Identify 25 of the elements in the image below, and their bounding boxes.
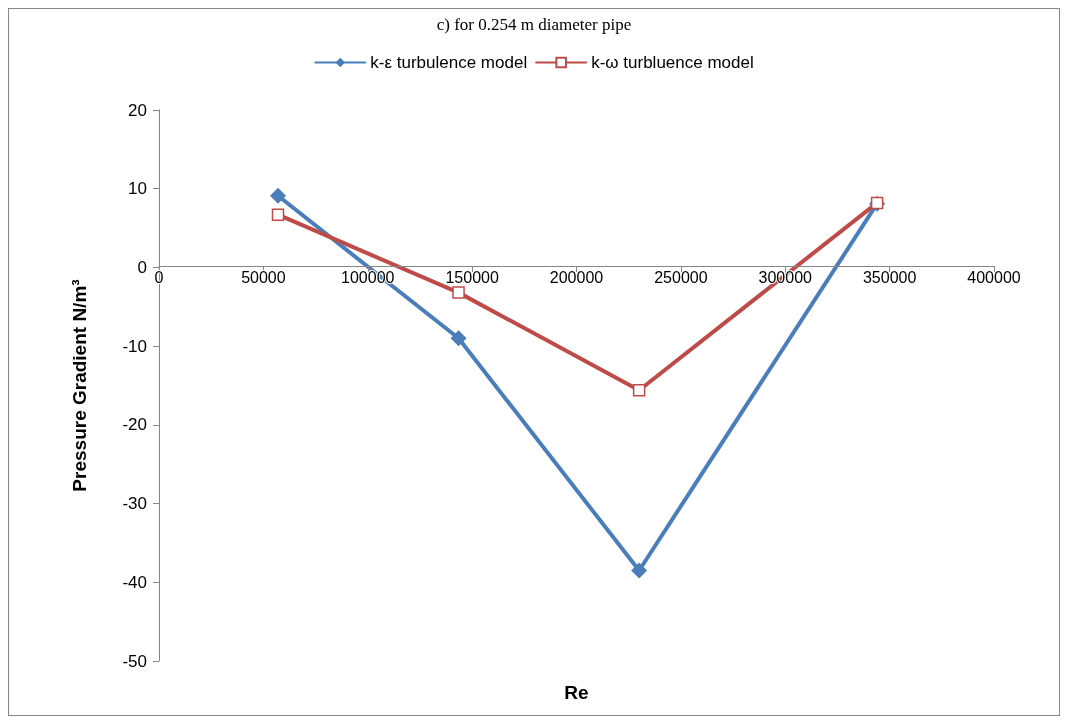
- x-tick-label: 400000: [967, 268, 1021, 286]
- legend-label: k-ε turbulence model: [370, 53, 528, 72]
- chart-title: c) for 0.254 m diameter pipe: [436, 15, 632, 34]
- point: [269, 187, 286, 204]
- point: [450, 330, 467, 347]
- y-tick-label: -20: [122, 415, 147, 435]
- legend-label: k-ω turbluence model: [591, 53, 754, 72]
- x-tick-label: 200000: [549, 268, 604, 286]
- y-tick-label: -40: [122, 572, 147, 592]
- point: [271, 208, 285, 221]
- point: [632, 383, 646, 397]
- x-axis-title: Re: [564, 682, 589, 703]
- x-tick-label: 350000: [862, 268, 917, 286]
- y-axis-title: Pressure Gradient N/m³: [69, 279, 90, 492]
- y-tick-label: 10: [128, 179, 147, 199]
- x-tick-label: 0: [154, 268, 164, 286]
- x-tick-label: 150000: [445, 268, 499, 286]
- y-tick-label: -10: [122, 336, 147, 356]
- x-tick-label: 50000: [241, 268, 286, 286]
- y-tick-label: -30: [122, 494, 147, 514]
- x-tick-label: 250000: [654, 268, 708, 286]
- y-tick-label: -50: [122, 651, 147, 671]
- point: [631, 562, 648, 579]
- y-tick-label: 20: [128, 100, 147, 120]
- point: [452, 286, 465, 299]
